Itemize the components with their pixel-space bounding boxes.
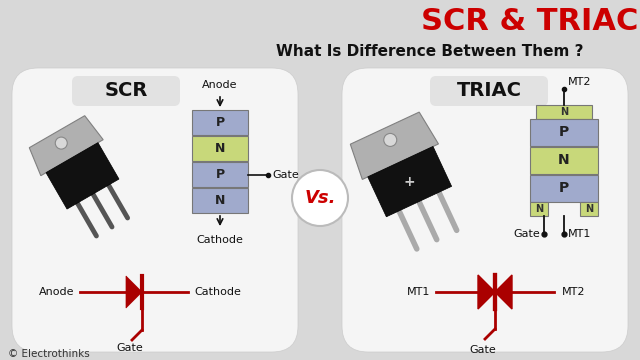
Text: P: P	[216, 116, 225, 129]
FancyBboxPatch shape	[72, 76, 180, 106]
Text: +: +	[404, 175, 415, 189]
FancyBboxPatch shape	[12, 68, 298, 352]
Bar	[536, 105, 592, 119]
Bar	[530, 202, 548, 216]
Bar	[192, 110, 248, 135]
Text: N: N	[560, 107, 568, 117]
Polygon shape	[46, 143, 119, 209]
Text: What Is Difference Between Them ?: What Is Difference Between Them ?	[276, 45, 584, 59]
Text: P: P	[559, 181, 569, 195]
Text: MT2: MT2	[562, 287, 586, 297]
Text: Gate: Gate	[116, 343, 143, 353]
Polygon shape	[495, 275, 512, 309]
Polygon shape	[126, 276, 142, 308]
Text: Gate: Gate	[272, 170, 299, 180]
Polygon shape	[350, 112, 438, 179]
Bar	[530, 119, 598, 146]
Text: N: N	[215, 142, 225, 155]
Text: Cathode: Cathode	[194, 287, 241, 297]
Bar	[192, 188, 248, 213]
Text: N: N	[585, 204, 593, 214]
Text: Anode: Anode	[38, 287, 74, 297]
Text: Gate: Gate	[470, 345, 497, 355]
Text: Vs.: Vs.	[304, 189, 336, 207]
Text: N: N	[535, 204, 543, 214]
Text: TRIAC: TRIAC	[456, 81, 522, 100]
FancyBboxPatch shape	[342, 68, 628, 352]
Bar	[192, 136, 248, 161]
Bar	[192, 162, 248, 187]
Circle shape	[292, 170, 348, 226]
FancyBboxPatch shape	[430, 76, 548, 106]
Text: Anode: Anode	[202, 80, 237, 90]
Text: MT1: MT1	[406, 287, 430, 297]
Bar	[580, 202, 598, 216]
Text: SCR & TRIAC: SCR & TRIAC	[421, 8, 639, 36]
Bar	[530, 147, 598, 174]
Text: N: N	[215, 194, 225, 207]
Polygon shape	[478, 275, 495, 309]
Polygon shape	[368, 147, 452, 217]
Text: MT2: MT2	[568, 77, 591, 87]
Text: MT1: MT1	[568, 229, 591, 239]
Polygon shape	[29, 116, 103, 176]
Bar	[530, 175, 598, 202]
Circle shape	[55, 137, 67, 149]
Text: © Electrothinks: © Electrothinks	[8, 349, 90, 359]
Text: Cathode: Cathode	[196, 235, 243, 245]
Text: P: P	[559, 126, 569, 139]
Text: P: P	[216, 168, 225, 181]
Text: Gate: Gate	[513, 229, 540, 239]
Text: N: N	[558, 153, 570, 167]
Text: SCR: SCR	[104, 81, 148, 100]
Circle shape	[384, 134, 397, 147]
